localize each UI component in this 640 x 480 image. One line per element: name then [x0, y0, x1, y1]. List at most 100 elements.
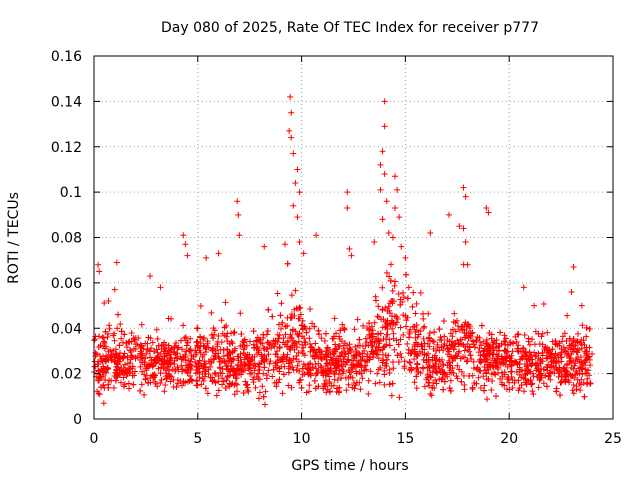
data-point	[205, 371, 212, 378]
data-point	[396, 214, 403, 221]
data-point	[525, 366, 532, 373]
data-point	[562, 376, 569, 383]
data-point	[407, 350, 414, 357]
data-point	[529, 336, 536, 343]
data-point	[581, 362, 588, 369]
data-point	[455, 341, 462, 348]
data-point	[117, 379, 124, 386]
data-point	[379, 306, 386, 313]
data-point	[231, 329, 238, 336]
data-point	[372, 293, 379, 300]
data-point	[139, 368, 146, 375]
data-point	[241, 363, 248, 370]
data-point	[143, 372, 150, 379]
data-point	[408, 367, 415, 374]
data-point	[498, 369, 505, 376]
data-point	[529, 360, 536, 367]
data-point	[122, 368, 129, 375]
data-point	[385, 352, 392, 359]
data-point	[503, 357, 510, 364]
data-point	[142, 340, 149, 347]
data-point	[388, 298, 395, 305]
data-point	[101, 339, 108, 346]
data-point	[307, 306, 314, 313]
data-point	[164, 372, 171, 379]
data-point	[94, 388, 101, 395]
data-point	[143, 364, 150, 371]
data-point	[194, 382, 201, 389]
data-point	[381, 371, 388, 378]
data-point	[476, 345, 483, 352]
data-point	[469, 384, 476, 391]
data-point	[558, 379, 565, 386]
x-tick-label: 0	[90, 431, 99, 447]
data-point	[331, 351, 338, 358]
data-point	[270, 366, 277, 373]
data-point	[358, 364, 365, 371]
grid-layer	[94, 56, 613, 419]
data-point	[224, 338, 231, 345]
data-point	[302, 341, 309, 348]
data-point	[100, 363, 107, 370]
data-point	[157, 351, 164, 358]
data-point	[329, 357, 336, 364]
data-point	[478, 342, 485, 349]
data-point	[218, 339, 225, 346]
data-point	[363, 359, 370, 366]
data-point	[357, 386, 364, 393]
data-point	[412, 310, 419, 317]
data-point	[279, 390, 286, 397]
data-point	[355, 359, 362, 366]
data-point	[164, 364, 171, 371]
data-point	[335, 359, 342, 366]
data-point	[134, 353, 141, 360]
data-point	[392, 278, 399, 285]
data-point	[235, 211, 242, 218]
data-point	[401, 358, 408, 365]
data-point	[263, 375, 270, 382]
data-point	[222, 299, 229, 306]
data-point	[178, 362, 185, 369]
data-point	[544, 329, 551, 336]
data-point	[315, 366, 322, 373]
data-point	[538, 333, 545, 340]
data-point	[148, 345, 155, 352]
data-point	[264, 328, 271, 335]
data-point	[553, 366, 560, 373]
data-point	[335, 371, 342, 378]
data-point	[348, 252, 355, 259]
data-point	[141, 359, 148, 366]
data-point	[353, 379, 360, 386]
data-point	[269, 373, 276, 380]
data-point	[568, 288, 575, 295]
data-points	[91, 93, 596, 408]
data-point	[431, 354, 438, 361]
data-point	[293, 367, 300, 374]
data-point	[529, 380, 536, 387]
data-point	[368, 330, 375, 337]
data-point	[413, 385, 420, 392]
data-point	[117, 371, 124, 378]
data-point	[223, 322, 230, 329]
data-point	[458, 323, 465, 330]
data-point	[111, 286, 118, 293]
data-point	[312, 385, 319, 392]
data-point	[372, 380, 379, 387]
data-point	[417, 327, 424, 334]
data-point	[259, 340, 266, 347]
data-point	[110, 384, 117, 391]
data-point	[129, 353, 136, 360]
data-point	[550, 358, 557, 365]
data-point	[96, 391, 103, 398]
data-point	[440, 369, 447, 376]
data-point	[313, 365, 320, 372]
data-point	[317, 362, 324, 369]
data-point	[386, 336, 393, 343]
data-point	[446, 369, 453, 376]
data-point	[306, 371, 313, 378]
data-point	[530, 391, 537, 398]
data-point	[338, 349, 345, 356]
data-point	[229, 340, 236, 347]
data-point	[547, 376, 554, 383]
data-point	[523, 356, 530, 363]
